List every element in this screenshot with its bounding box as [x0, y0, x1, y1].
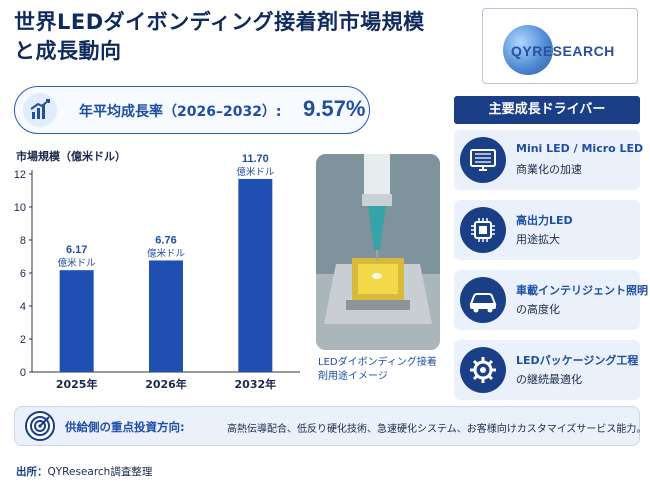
y-tick-label: 2 — [20, 334, 26, 346]
driver-3-title: 車載インテリジェント照明 — [516, 284, 648, 297]
monitor-icon — [460, 137, 506, 183]
source-note: 出所：QYResearch調査整理 — [16, 464, 152, 479]
bar-unit-label: 億米ドル — [147, 247, 186, 259]
gear-icon — [460, 347, 506, 393]
driver-card-3: 車載インテリジェント照明 の高度化 — [454, 270, 648, 330]
bar-3 — [238, 178, 273, 372]
driver-card-4: LEDパッケージング工程 の継続最適化 — [454, 340, 640, 400]
driver-2-subtitle: 用途拡大 — [516, 233, 560, 246]
chip-icon — [460, 207, 506, 253]
driver-card-1: Mini LED / Micro LED 商業化の加速 — [454, 130, 644, 190]
x-category-label: 2025年 — [56, 377, 98, 391]
x-category-label: 2026年 — [145, 377, 187, 391]
y-tick-label: 10 — [14, 202, 26, 214]
led-dispensing-photo — [316, 154, 440, 350]
investment-label: 供給側の重点投資方向: — [65, 420, 185, 434]
cagr-banner: 年平均成長率（2026–2032）: 9.57% — [14, 86, 370, 134]
source-text: QYResearch調査整理 — [47, 466, 153, 478]
y-tick-label: 0 — [20, 367, 26, 379]
driver-2-title: 高出力LED — [516, 214, 573, 227]
driver-1-subtitle: 商業化の加速 — [516, 163, 582, 176]
growth-chart-icon — [23, 93, 57, 127]
driver-1-title: Mini LED / Micro LED — [516, 142, 644, 155]
source-label: 出所： — [16, 466, 48, 478]
globe-icon — [503, 25, 553, 75]
driver-card-2: 高出力LED 用途拡大 — [454, 200, 640, 260]
logo-text: QYRESEARCH — [511, 43, 615, 59]
chart-y-axis-label: 市場規模（億米ドル） — [16, 150, 126, 163]
market-size-bar-chart: 0246810126.17億米ドル2025年6.76億米ドル2026年11.70… — [14, 153, 300, 391]
page-title: 世界LEDダイボンディング接着剤市場規模 と成長動向 — [14, 8, 444, 66]
car-icon — [460, 277, 506, 323]
bar-value-label: 6.76 — [155, 234, 176, 246]
y-tick-label: 8 — [20, 235, 26, 247]
y-tick-label: 12 — [14, 169, 26, 181]
y-tick-label: 4 — [20, 301, 26, 313]
bar-value-label: 11.70 — [242, 153, 269, 165]
bar-1 — [59, 270, 94, 372]
title-line-2: と成長動向 — [14, 39, 122, 63]
bar-2 — [149, 260, 183, 372]
cagr-value: 9.57% — [303, 96, 366, 121]
company-logo: QYRESEARCH — [482, 8, 638, 84]
drivers-header: 主要成長ドライバー — [454, 96, 640, 124]
target-icon — [25, 411, 55, 441]
driver-3-subtitle: の高度化 — [516, 303, 560, 316]
y-tick-label: 6 — [20, 268, 26, 280]
bar-value-label: 6.17 — [66, 244, 87, 256]
title-line-1: 世界LEDダイボンディング接着剤市場規模 — [14, 10, 425, 34]
x-category-label: 2032年 — [235, 377, 277, 391]
investment-text: 高熱伝導配合、低反り硬化技術、急速硬化システム、お客様向けカスタマイズサービス能… — [227, 424, 647, 435]
bar-unit-label: 億米ドル — [236, 166, 275, 178]
cagr-label: 年平均成長率（2026–2032）: — [79, 104, 282, 120]
driver-4-subtitle: の継続最適化 — [516, 373, 582, 386]
bar-unit-label: 億米ドル — [58, 257, 97, 269]
photo-caption: LEDダイボンディング接着剤用途イメージ — [318, 357, 437, 382]
driver-4-title: LEDパッケージング工程 — [516, 354, 639, 367]
investment-banner: 供給側の重点投資方向: 高熱伝導配合、低反り硬化技術、急速硬化システム、お客様向… — [14, 406, 646, 446]
